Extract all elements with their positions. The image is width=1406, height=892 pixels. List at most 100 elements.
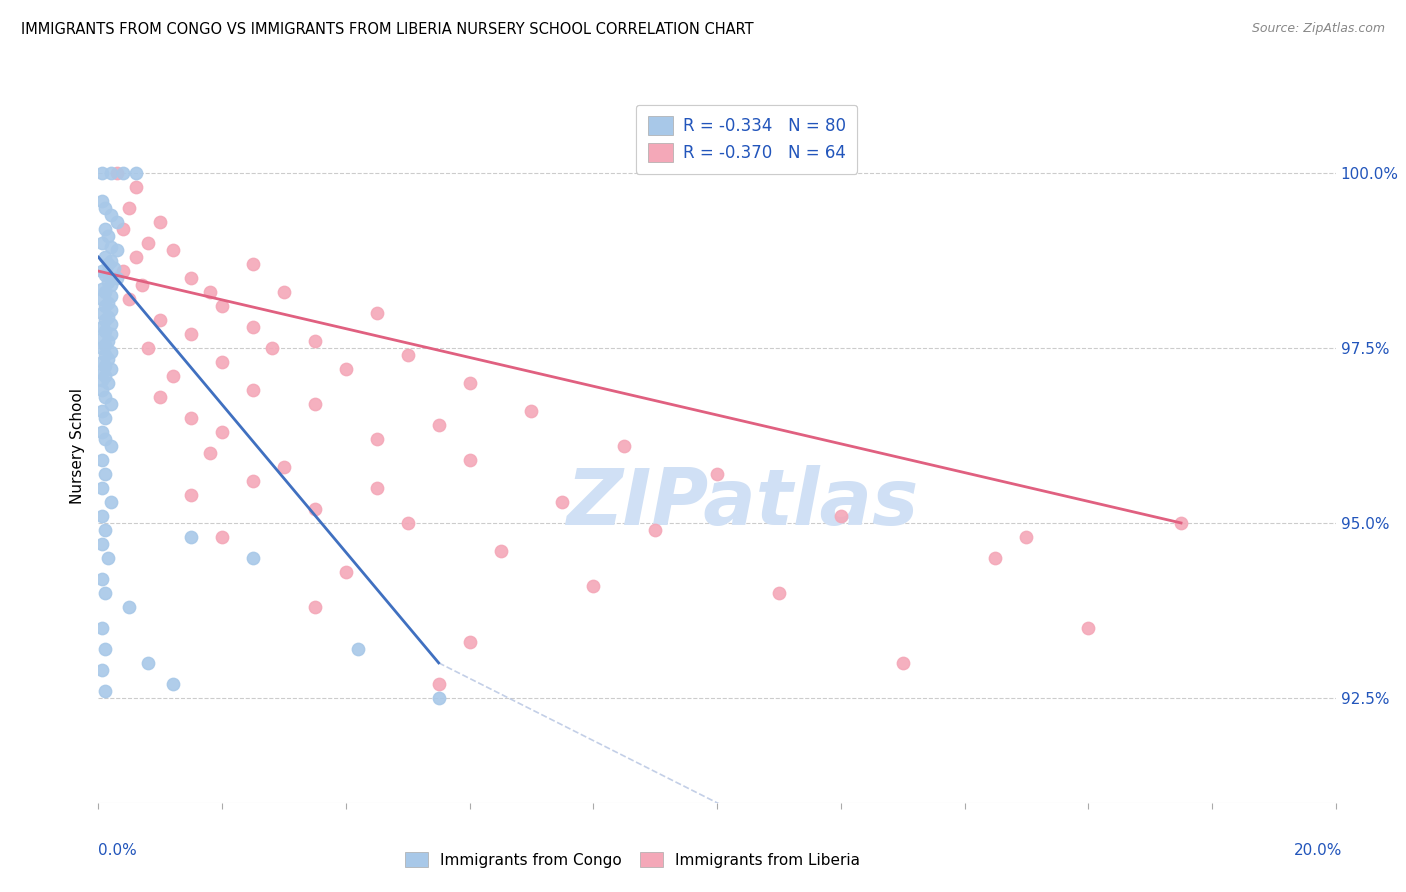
Point (242, 474, 264, 488)
Point (97, 310, 120, 324)
Point (304, 334, 326, 348)
Point (105, 271, 128, 285)
Point (93, 411, 115, 425)
Point (93, 523, 115, 537)
Point (100, 344, 122, 359)
Point (90, 404, 112, 418)
Point (242, 550, 264, 565)
Point (458, 635, 481, 649)
Point (93, 313, 115, 327)
Point (613, 439, 636, 453)
Point (458, 453, 481, 467)
Point (891, 656, 914, 670)
Point (90, 508, 112, 523)
Point (93, 432, 115, 446)
Point (93, 684, 115, 698)
Point (93, 348, 115, 362)
Point (100, 495, 122, 509)
Point (180, 488, 202, 502)
Point (100, 439, 122, 453)
Point (347, 641, 370, 656)
Point (136, 656, 159, 670)
Point (335, 565, 357, 579)
Point (90, 330, 112, 344)
Point (118, 292, 141, 306)
Point (124, 180, 146, 194)
Point (97, 295, 120, 310)
Point (304, 397, 326, 411)
Point (100, 166, 122, 180)
Point (366, 306, 388, 320)
Point (768, 586, 790, 600)
Point (489, 544, 512, 558)
Point (100, 278, 122, 293)
Point (1170, 516, 1192, 530)
Point (427, 677, 450, 691)
Point (366, 481, 388, 495)
Point (97, 257, 120, 271)
Point (90, 166, 112, 180)
Point (93, 359, 115, 373)
Point (90, 663, 112, 677)
Point (100, 397, 122, 411)
Point (100, 288, 122, 302)
Point (97, 550, 120, 565)
Point (90, 355, 112, 369)
Point (90, 306, 112, 320)
Point (520, 404, 543, 418)
Point (273, 460, 295, 475)
Point (211, 425, 233, 439)
Point (97, 275, 120, 289)
Point (136, 341, 159, 355)
Point (93, 299, 115, 313)
Text: 0.0%: 0.0% (98, 843, 138, 858)
Point (260, 341, 283, 355)
Point (112, 264, 135, 278)
Point (830, 508, 852, 523)
Point (90, 621, 112, 635)
Point (90, 366, 112, 380)
Point (1077, 621, 1099, 635)
Point (198, 446, 221, 460)
Point (273, 285, 295, 299)
Point (100, 317, 122, 331)
Point (396, 348, 419, 362)
Point (118, 201, 141, 215)
Point (93, 390, 115, 404)
Point (100, 253, 122, 268)
Y-axis label: Nursery School: Nursery School (70, 388, 86, 504)
Point (97, 376, 120, 390)
Point (93, 641, 115, 656)
Point (112, 166, 135, 180)
Point (242, 320, 264, 334)
Point (105, 166, 128, 180)
Point (93, 337, 115, 351)
Text: 20.0%: 20.0% (1295, 843, 1343, 858)
Point (93, 369, 115, 384)
Point (90, 425, 112, 439)
Point (180, 271, 202, 285)
Point (100, 239, 122, 253)
Point (124, 250, 146, 264)
Point (366, 432, 388, 446)
Point (198, 285, 221, 299)
Point (242, 383, 264, 397)
Point (582, 579, 605, 593)
Point (304, 502, 326, 516)
Point (93, 250, 115, 264)
Point (90, 320, 112, 334)
Point (100, 208, 122, 222)
Point (112, 222, 135, 236)
Point (180, 327, 202, 342)
Point (211, 299, 233, 313)
Point (396, 516, 419, 530)
Point (97, 351, 120, 366)
Point (97, 229, 120, 244)
Point (304, 599, 326, 614)
Point (242, 257, 264, 271)
Point (706, 467, 728, 481)
Point (162, 243, 184, 257)
Point (136, 236, 159, 251)
Point (90, 264, 112, 278)
Point (93, 467, 115, 481)
